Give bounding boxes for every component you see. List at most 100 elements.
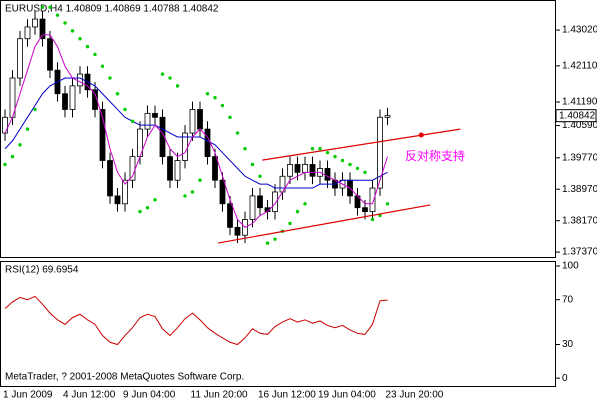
sar-dot <box>153 198 157 202</box>
y-tick-label: 1.40590 <box>562 120 597 131</box>
candle-body <box>159 116 166 158</box>
candle-body <box>92 89 98 110</box>
sar-dot <box>355 166 360 171</box>
x-tick-label: 23 Jun 20:00 <box>386 390 444 401</box>
sar-dot <box>235 131 240 135</box>
sar-dot <box>40 5 45 9</box>
sar-dot <box>265 241 270 245</box>
sar-dot <box>273 237 277 241</box>
sar-dot <box>145 206 150 210</box>
sar-dot <box>130 119 135 123</box>
candle-body <box>39 18 46 40</box>
y-tick-label: 0 <box>562 373 568 384</box>
candle-body <box>17 38 23 79</box>
x-tick-label: 1 Jun 2009 <box>3 390 53 401</box>
candle-body <box>219 179 226 205</box>
sar-dot <box>228 115 232 120</box>
x-tick-label: 19 Jun 04:00 <box>318 390 376 401</box>
sar-dot <box>363 170 367 175</box>
candle-body <box>69 85 76 110</box>
sar-dot <box>333 154 337 159</box>
sar-dot <box>205 92 210 96</box>
sar-dot <box>108 76 112 80</box>
sar-dot <box>310 147 315 151</box>
sar-dot <box>78 37 82 41</box>
sar-dot <box>340 158 345 163</box>
sar-dot <box>250 162 255 167</box>
sar-dot <box>168 76 172 80</box>
x-tick-label: 4 Jun 12:00 <box>63 390 116 401</box>
sar-dot <box>10 154 15 159</box>
sar-dot <box>213 95 217 100</box>
moving-average <box>4 77 388 189</box>
trendline <box>262 128 461 161</box>
x-tick-label: 9 Jun 04:00 <box>123 390 176 401</box>
annotation: 反对称支持 <box>405 148 465 163</box>
candle-body <box>369 187 376 213</box>
y-tick-label: 100 <box>562 261 579 272</box>
trendline <box>217 204 431 244</box>
footer: MetaTrader, ? 2001-2008 MetaQuotes Softw… <box>5 372 244 383</box>
price-panel <box>0 0 556 258</box>
sar-dot <box>288 221 292 226</box>
sar-dot <box>138 209 142 214</box>
sar-dot <box>55 13 60 17</box>
candle-body <box>324 168 331 181</box>
moving-average <box>4 34 388 228</box>
candle-body <box>99 109 106 161</box>
sar-dot <box>63 21 67 25</box>
candle-body <box>302 164 308 173</box>
sar-dot <box>48 5 52 9</box>
marker-dot <box>418 132 424 138</box>
candle-body <box>294 164 301 173</box>
sar-dot <box>258 174 262 178</box>
candle-body <box>32 18 38 28</box>
sar-dot <box>220 103 225 108</box>
y-tick-label: 1.37370 <box>562 247 597 258</box>
x-tick-label: 11 Jun 20:00 <box>191 390 249 401</box>
candle-body <box>377 116 383 189</box>
candle-body <box>257 195 263 209</box>
rsi-title: RSI(12) 69.6954 <box>5 265 79 276</box>
sar-dot <box>85 44 90 49</box>
candle-body <box>24 26 31 40</box>
candle-body <box>272 191 278 213</box>
y-tick-label: 1.39770 <box>562 152 597 163</box>
candle-body <box>309 164 316 177</box>
sar-dot <box>123 107 127 112</box>
sar-dot <box>18 143 22 147</box>
y-tick-label: 1.38170 <box>562 215 597 226</box>
rsi-line <box>4 295 388 346</box>
y-tick-label: 1.42110 <box>562 60 597 71</box>
sar-dot <box>190 190 195 194</box>
candle-body <box>114 195 121 205</box>
y-tick-label: 1.41190 <box>562 97 597 108</box>
candle-body <box>227 203 233 228</box>
candle-body <box>234 226 241 236</box>
sar-dot <box>70 29 75 33</box>
y-tick-label: 70 <box>562 294 574 305</box>
sar-dot <box>295 209 300 214</box>
candle-body <box>2 116 8 134</box>
sar-dot <box>325 150 330 155</box>
candle-body <box>197 109 203 130</box>
sar-dot <box>303 202 307 206</box>
candle-body <box>77 73 83 87</box>
candle-body <box>249 195 256 220</box>
sar-dot <box>33 107 37 112</box>
sar-dot <box>3 162 7 167</box>
sar-dot <box>160 72 165 76</box>
sar-dot <box>198 178 202 182</box>
candle-body <box>212 156 218 181</box>
sar-dot <box>370 217 375 222</box>
sar-dot <box>100 64 105 68</box>
sar-dot <box>318 147 322 151</box>
x-tick-label: 16 Jun 12:00 <box>258 390 316 401</box>
y-tick-label: 30 <box>562 339 574 350</box>
candle-body <box>122 179 128 205</box>
candle-body <box>47 38 53 71</box>
price-label-box <box>555 109 597 123</box>
sar-dot <box>385 202 390 206</box>
candle-body <box>189 109 196 134</box>
